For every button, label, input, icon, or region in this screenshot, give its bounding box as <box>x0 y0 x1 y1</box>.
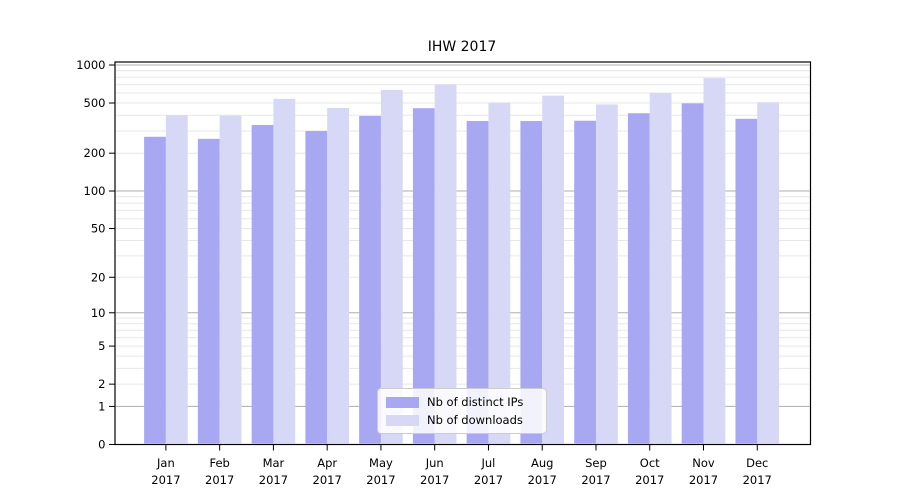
bar-downloads-dec <box>757 102 780 444</box>
y-tick-label: 0 <box>98 438 105 452</box>
x-tick-label-year: 2017 <box>743 473 772 487</box>
bar-downloads-apr <box>327 107 349 444</box>
x-tick-label-month: Dec <box>746 456 768 470</box>
chart-title: IHW 2017 <box>428 39 497 55</box>
x-tick-label-year: 2017 <box>420 473 449 487</box>
plot-frame <box>114 61 812 446</box>
bar-downloads-mar <box>273 98 296 444</box>
x-tick-label-year: 2017 <box>474 473 503 487</box>
bar-downloads-jul <box>488 102 511 444</box>
y-tick-label: 1000 <box>76 58 105 72</box>
bar-distinct-ips-apr <box>305 131 328 444</box>
x-tick-label-year: 2017 <box>151 473 180 487</box>
bar-downloads-sep <box>595 104 618 444</box>
y-tick-label: 20 <box>91 270 106 284</box>
bar-downloads-jan <box>165 115 188 444</box>
legend: Nb of distinct IPs Nb of downloads <box>377 388 547 434</box>
x-tick-label-year: 2017 <box>205 473 234 487</box>
bar-downloads-oct <box>649 93 672 444</box>
y-tick-label: 200 <box>84 146 106 160</box>
y-tick-label: 100 <box>84 184 106 198</box>
x-tick-label-year: 2017 <box>635 473 664 487</box>
x-tick-label-month: Oct <box>640 456 660 470</box>
x-tick-label-month: Apr <box>317 456 337 470</box>
x-tick-label-month: May <box>369 456 393 470</box>
bar-distinct-ips-may <box>359 115 381 444</box>
y-tick-label: 5 <box>98 339 105 353</box>
x-tick-label-year: 2017 <box>528 473 557 487</box>
x-tick-label-month: Feb <box>209 456 229 470</box>
bar-downloads-nov <box>703 78 726 444</box>
legend-item-distinct-ips: Nb of distinct IPs <box>386 394 538 410</box>
x-tick-label-year: 2017 <box>259 473 288 487</box>
bar-distinct-ips-jun <box>412 108 435 444</box>
x-tick-label-month: Mar <box>263 456 285 470</box>
bar-distinct-ips-mar <box>251 124 274 444</box>
bars <box>144 78 780 444</box>
bar-distinct-ips-feb <box>197 138 220 444</box>
y-tick-label: 1 <box>98 399 105 413</box>
x-tick-label-month: Aug <box>531 456 553 470</box>
x-tick-label-month: Jun <box>425 456 444 470</box>
bar-distinct-ips-sep <box>574 120 596 444</box>
legend-label-distinct-ips: Nb of distinct IPs <box>427 395 524 409</box>
x-tick-label-month: Sep <box>585 456 607 470</box>
x-tick-label-year: 2017 <box>689 473 718 487</box>
y-tick-label: 50 <box>91 222 106 236</box>
legend-item-downloads: Nb of downloads <box>386 412 538 428</box>
bar-distinct-ips-oct <box>627 113 650 444</box>
bar-downloads-may <box>380 89 403 444</box>
y-tick-label: 10 <box>91 306 106 320</box>
y-tick-label: 500 <box>84 96 106 110</box>
bar-distinct-ips-aug <box>520 121 543 444</box>
bar-downloads-jun <box>434 84 457 444</box>
x-tick-label-month: Jul <box>481 456 496 470</box>
bar-distinct-ips-jul <box>466 121 489 444</box>
x-tick-label-month: Nov <box>692 456 715 470</box>
bar-downloads-feb <box>219 115 242 444</box>
bar-distinct-ips-nov <box>681 103 704 444</box>
bar-downloads-aug <box>542 95 565 444</box>
x-tick-label-month: Jan <box>156 456 175 470</box>
x-tick-label-year: 2017 <box>581 473 610 487</box>
bar-distinct-ips-dec <box>735 118 758 444</box>
legend-label-downloads: Nb of downloads <box>427 413 523 427</box>
x-tick-label-year: 2017 <box>366 473 395 487</box>
legend-swatch-distinct-ips <box>386 396 419 408</box>
axes: 0 1 2 5 10 20 50 100 200 500 1000 Jan 2017 Feb 2017 Mar… <box>76 58 812 487</box>
x-tick-label-year: 2017 <box>313 473 342 487</box>
bar-distinct-ips-jan <box>144 136 166 444</box>
legend-swatch-downloads <box>386 414 419 426</box>
y-tick-label: 2 <box>98 377 105 391</box>
